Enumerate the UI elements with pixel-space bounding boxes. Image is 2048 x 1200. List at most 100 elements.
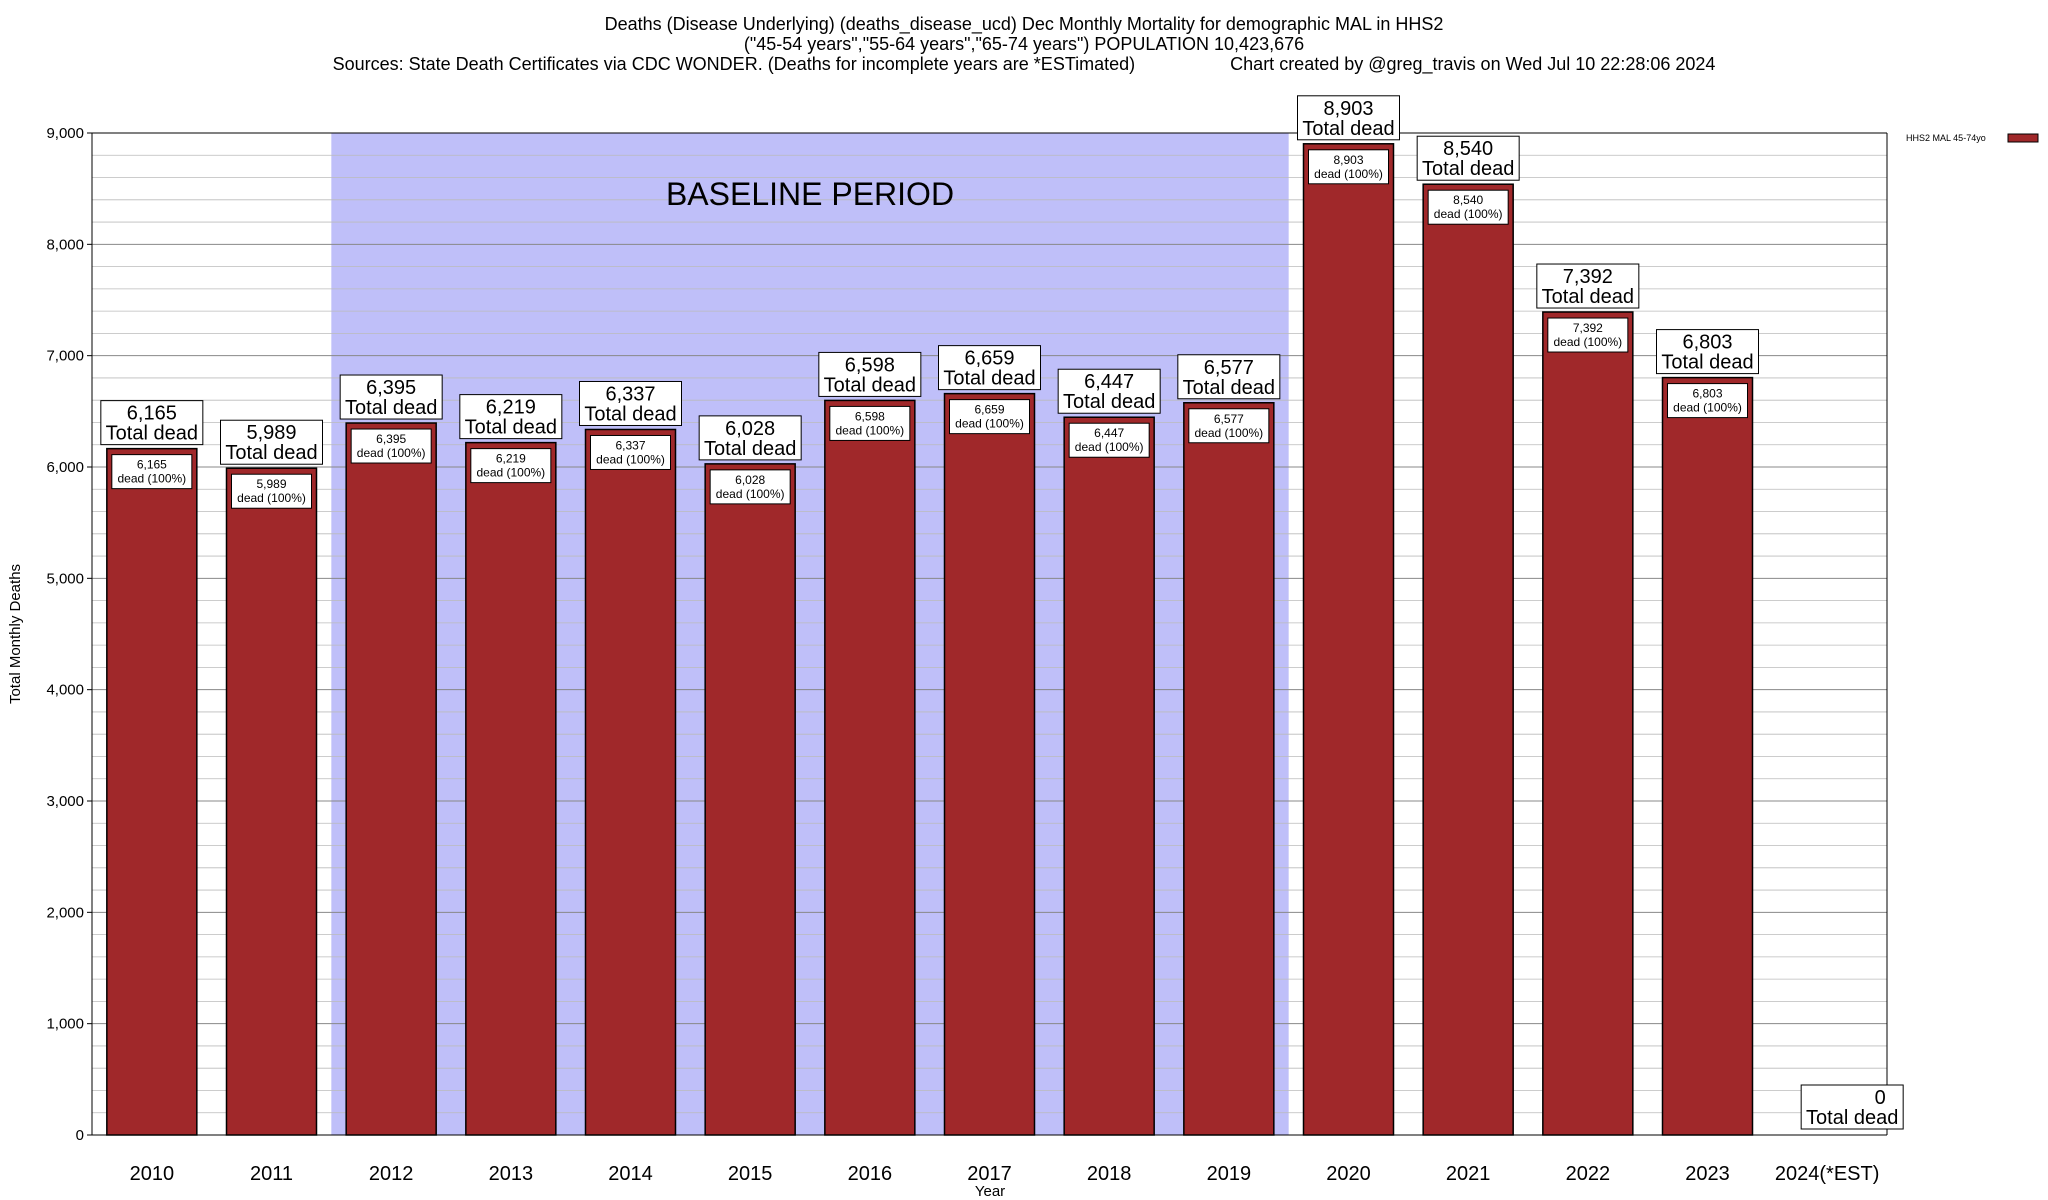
bar-top-value-label: 6,395 xyxy=(366,377,416,399)
bar-top-label-box xyxy=(220,419,323,465)
bar-inner-value-label: 8,540 xyxy=(1453,193,1483,207)
bar-inner-value-label: 5,989 xyxy=(256,477,286,491)
bar-inner-percent-label: dead (100%) xyxy=(716,487,785,501)
bar-top-value-label: 8,903 xyxy=(1323,98,1373,120)
bar-inner-label-box xyxy=(231,473,312,509)
bar-inner-value-label: 6,577 xyxy=(1214,412,1244,426)
bar-inner-value-label: 6,165 xyxy=(137,458,167,472)
bar-top-label-box xyxy=(579,380,682,426)
bar xyxy=(465,441,557,1136)
bar-top-value-label: 6,598 xyxy=(845,354,895,376)
bar xyxy=(1063,416,1155,1136)
y-axis-label: Total Monthly Deaths xyxy=(7,564,24,704)
bar-inner-percent-label: dead (100%) xyxy=(835,423,904,437)
y-tick-label: 8,000 xyxy=(46,236,84,253)
bar-top-value-label: 0 xyxy=(1875,1087,1886,1109)
bar xyxy=(704,463,796,1136)
bar-top-label-box xyxy=(938,345,1041,391)
bar-inner-percent-label: dead (100%) xyxy=(237,491,306,505)
x-tick-label: 2024(*EST) xyxy=(1775,1163,1880,1185)
bar-top-label-box xyxy=(339,374,443,420)
chart-sources: Sources: State Death Certificates via CD… xyxy=(332,54,1136,74)
bar-top-value-label: 6,028 xyxy=(725,418,775,440)
x-tick-label: 2010 xyxy=(130,1163,175,1185)
bar-top-value-label: 7,392 xyxy=(1563,266,1613,288)
x-tick-label: 2017 xyxy=(967,1163,1012,1185)
bar-inner-label-box xyxy=(709,469,791,505)
bar-inner-label-box xyxy=(1547,317,1629,353)
bar-inner-label-box xyxy=(829,405,911,441)
bar-inner-value-label: 7,392 xyxy=(1573,321,1603,335)
bar-inner-value-label: 6,803 xyxy=(1692,387,1722,401)
x-tick-label: 2014 xyxy=(608,1163,653,1185)
y-tick-label: 0 xyxy=(76,1127,84,1144)
y-tick-label: 7,000 xyxy=(46,348,84,365)
bar-inner-percent-label: dead (100%) xyxy=(955,417,1024,431)
x-tick-label: 2012 xyxy=(369,1163,414,1185)
bar xyxy=(824,399,916,1136)
bar-top-total-label: Total dead xyxy=(584,403,676,425)
bar-top-label-box xyxy=(1656,329,1759,375)
bar-top-value-label: 6,219 xyxy=(486,397,536,419)
chart-sources-line: Sources: State Death Certificates via CD… xyxy=(0,54,2048,74)
bar-top-value-label: 6,447 xyxy=(1084,371,1134,393)
bar-top-label-box xyxy=(818,351,922,397)
bar-inner-label-box xyxy=(111,454,193,490)
bar-inner-label-box xyxy=(1068,422,1150,458)
bar-inner-label-box xyxy=(1667,383,1748,419)
bar xyxy=(106,447,198,1136)
bar-top-label-box xyxy=(698,415,802,461)
bar-inner-value-label: 6,028 xyxy=(735,473,765,487)
bar-inner-percent-label: dead (100%) xyxy=(1434,207,1503,221)
bar-top-label-box xyxy=(1297,95,1400,141)
bar-inner-percent-label: dead (100%) xyxy=(596,452,665,466)
x-tick-label: 2011 xyxy=(250,1163,293,1185)
bar-top-value-label: 6,577 xyxy=(1204,357,1254,379)
bar-inner-percent-label: dead (100%) xyxy=(1673,401,1742,415)
bar xyxy=(1183,402,1275,1136)
bar-top-total-label: Total dead xyxy=(225,442,317,464)
bar-top-total-label: Total dead xyxy=(1806,1107,1898,1129)
legend-swatch xyxy=(2007,133,2039,143)
y-tick-label: 3,000 xyxy=(46,793,84,810)
legend-label: HHS2 MAL 45-74yo xyxy=(1906,133,1986,143)
bar-top-total-label: Total dead xyxy=(1183,377,1275,399)
bar-top-total-label: Total dead xyxy=(1422,158,1514,180)
y-tick-label: 6,000 xyxy=(46,459,84,476)
bar-top-total-label: Total dead xyxy=(345,397,437,419)
bar xyxy=(1302,143,1395,1136)
bar-top-value-label: 6,165 xyxy=(127,403,177,425)
bar-top-value-label: 6,803 xyxy=(1682,332,1732,354)
x-tick-label: 2023 xyxy=(1685,1163,1730,1185)
x-tick-label: 2018 xyxy=(1087,1163,1132,1185)
bar-top-label-box xyxy=(1057,368,1161,414)
bar-inner-value-label: 6,395 xyxy=(376,432,406,446)
bar-top-total-label: Total dead xyxy=(943,368,1035,390)
bar-inner-label-box xyxy=(949,399,1030,435)
bar-top-total-label: Total dead xyxy=(1063,391,1155,413)
y-tick-label: 2,000 xyxy=(46,904,84,921)
bar-inner-label-box xyxy=(1188,408,1270,444)
bar-top-total-label: Total dead xyxy=(1542,286,1634,308)
y-tick-label: 4,000 xyxy=(46,682,84,699)
baseline-period-label: BASELINE PERIOD xyxy=(666,176,954,212)
bar-inner-value-label: 6,659 xyxy=(974,403,1004,417)
x-tick-label: 2019 xyxy=(1207,1163,1252,1185)
bar-inner-percent-label: dead (100%) xyxy=(357,446,426,460)
bar-top-total-label: Total dead xyxy=(465,417,557,439)
x-tick-label: 2020 xyxy=(1326,1163,1371,1185)
bar-inner-value-label: 6,337 xyxy=(615,438,645,452)
x-tick-label: 2016 xyxy=(848,1163,893,1185)
bar-inner-value-label: 8,903 xyxy=(1333,153,1363,167)
bar-top-total-label: Total dead xyxy=(704,438,796,460)
chart-title: Deaths (Disease Underlying) (deaths_dise… xyxy=(604,14,1444,34)
bar-top-label-box xyxy=(459,394,563,440)
x-tick-label: 2021 xyxy=(1446,1163,1491,1185)
bar xyxy=(1661,376,1754,1136)
x-tick-label: 2013 xyxy=(489,1163,534,1185)
bar xyxy=(345,422,437,1136)
bar xyxy=(584,428,677,1136)
bar-inner-label-box xyxy=(1427,189,1509,225)
bar-top-value-label: 6,337 xyxy=(605,383,655,405)
